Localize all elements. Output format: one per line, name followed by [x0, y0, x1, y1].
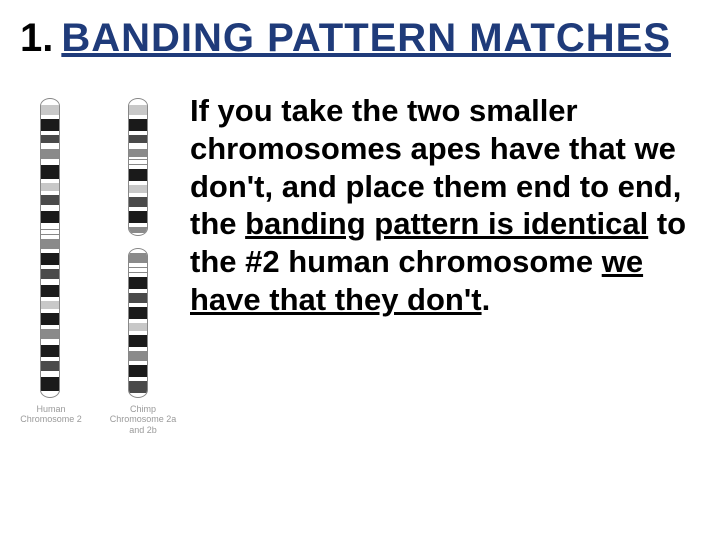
chromosome-band [41, 377, 59, 391]
chromosome-band [129, 135, 147, 143]
chromosome-band [41, 119, 59, 131]
chromosome-band [129, 185, 147, 193]
body-underline-3: we [602, 244, 643, 279]
body-paragraph: If you take the two smaller chromosomes … [190, 92, 696, 319]
chromosome-band [41, 285, 59, 297]
chromosome-band [41, 329, 59, 339]
chromosome-band [129, 253, 147, 263]
chromosome-chimp-2a [128, 98, 148, 236]
chromosome-band [129, 293, 147, 303]
centromere [40, 229, 60, 235]
chromosome-band [41, 313, 59, 325]
chromosome-human-2 [40, 98, 60, 398]
chromosome-band [129, 149, 147, 157]
body-underline-2: pattern is identical [374, 206, 648, 241]
body-underline-1: banding [245, 206, 366, 241]
chromosome-band [129, 351, 147, 361]
chromosome-band [129, 307, 147, 319]
chromosome-band [129, 277, 147, 289]
chromosome-diagram: Human Chromosome 2Chimp Chromosome 2a an… [18, 92, 183, 492]
body-seg-5: . [482, 282, 491, 317]
chromosome-band [129, 119, 147, 131]
chromosome-band [41, 135, 59, 143]
chromosome-band [129, 105, 147, 115]
chromosome-band [41, 253, 59, 265]
chromosome-band [41, 269, 59, 279]
chromosome-band [129, 169, 147, 181]
body-underline-4: have that they don't [190, 282, 482, 317]
chromosome-band [41, 195, 59, 205]
chromosome-band [41, 211, 59, 223]
centromere [128, 267, 148, 273]
centromere [128, 159, 148, 165]
chromosome-band [41, 361, 59, 371]
chromosome-band [129, 381, 147, 393]
chromosome-band [129, 211, 147, 223]
title-row: 1. BANDING PATTERN MATCHES [20, 16, 700, 61]
chromosome-label-human-2: Human Chromosome 2 [12, 404, 90, 425]
chromosome-band [129, 227, 147, 233]
chromosome-band [41, 165, 59, 179]
chromosome-band [41, 149, 59, 159]
chromosome-band [129, 335, 147, 347]
title-number: 1. [20, 16, 53, 61]
chromosome-chimp-2b [128, 248, 148, 398]
chromosome-band [41, 345, 59, 357]
chromosome-band [129, 323, 147, 331]
chromosome-band [41, 105, 59, 115]
chromosome-band [129, 197, 147, 207]
body-seg-2 [366, 206, 375, 241]
chromosome-band [41, 239, 59, 249]
chromosome-band [41, 183, 59, 191]
title-text: BANDING PATTERN MATCHES [61, 16, 671, 61]
slide: { "title": { "number": "1.", "text": "BA… [0, 0, 720, 540]
chromosome-band [129, 365, 147, 377]
chromosome-label-chimp-2b: Chimp Chromosome 2a and 2b [100, 404, 186, 435]
chromosome-band [41, 301, 59, 309]
